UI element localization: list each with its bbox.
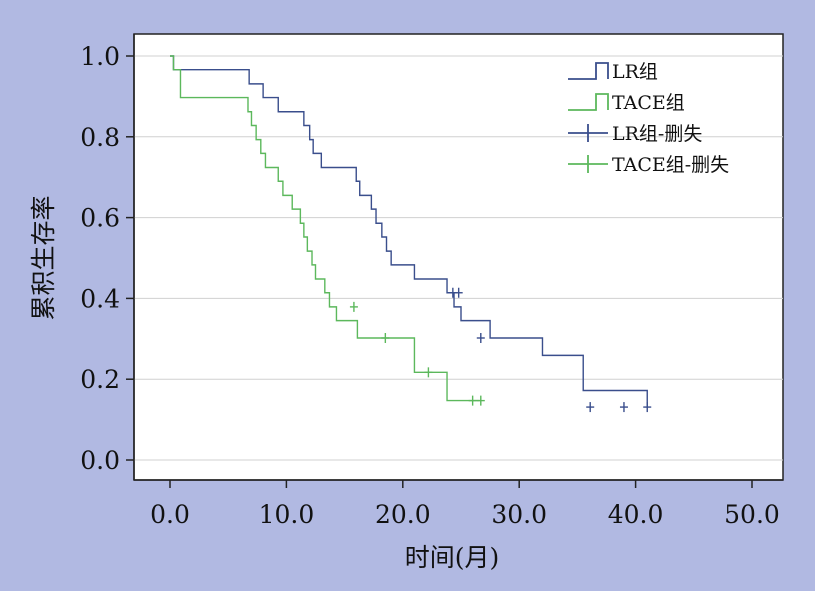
series-line-1 bbox=[170, 55, 480, 402]
x-axis-title: 时间(月) bbox=[405, 543, 500, 572]
plot-area bbox=[133, 33, 784, 481]
y-tick-label: 0.2 bbox=[80, 365, 120, 394]
y-tick-label: 0.6 bbox=[80, 204, 120, 233]
x-tick-label: 50.0 bbox=[724, 500, 780, 529]
legend: LR组 TACE组 LR组-删失 TACE组-删失 bbox=[568, 61, 729, 176]
legend-label: LR组 bbox=[612, 61, 658, 83]
legend-item: LR组-删失 bbox=[568, 123, 702, 145]
legend-swatch bbox=[568, 93, 609, 111]
y-tick-label: 0.0 bbox=[80, 446, 120, 475]
x-tick-label: 0.0 bbox=[150, 500, 190, 529]
legend-label: TACE组 bbox=[612, 92, 685, 114]
x-axis: 0.0 10.0 20.0 30.0 40.0 50.0 bbox=[134, 479, 783, 529]
y-axis-title: 累积生存率 bbox=[29, 195, 58, 320]
censor-marks bbox=[349, 287, 652, 413]
x-tick-label: 20.0 bbox=[375, 500, 431, 529]
grid-lines bbox=[134, 55, 783, 461]
x-tick-label: 10.0 bbox=[259, 500, 315, 529]
x-tick-label: 40.0 bbox=[608, 500, 664, 529]
y-tick-label: 1.0 bbox=[80, 42, 120, 71]
y-axis: 0.0 0.2 0.4 0.6 0.8 1.0 bbox=[80, 34, 135, 480]
y-tick-label: 0.4 bbox=[80, 284, 120, 313]
y-tick-label: 0.8 bbox=[80, 123, 120, 152]
legend-item: TACE组-删失 bbox=[568, 154, 729, 176]
legend-item: LR组 bbox=[568, 61, 658, 83]
legend-label: TACE组-删失 bbox=[612, 154, 729, 176]
legend-item: TACE组 bbox=[568, 92, 685, 114]
legend-swatch bbox=[568, 62, 609, 80]
x-tick-label: 30.0 bbox=[491, 500, 547, 529]
legend-label: LR组-删失 bbox=[612, 123, 702, 145]
survival-curves bbox=[170, 55, 648, 408]
series-line-0 bbox=[170, 55, 648, 408]
